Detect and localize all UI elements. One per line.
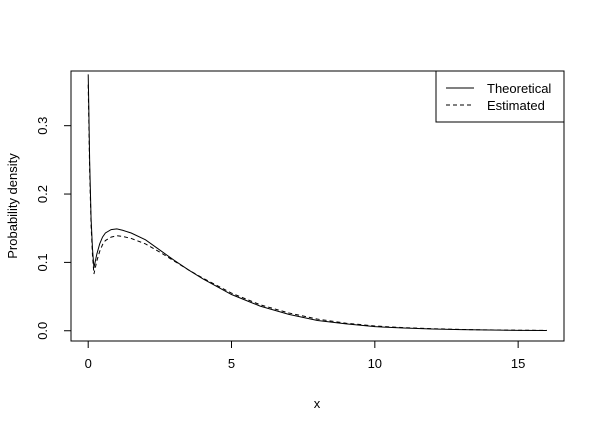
- x-tick-label: 10: [368, 356, 382, 371]
- x-axis-label: x: [314, 396, 321, 411]
- legend: Theoretical Estimated: [435, 70, 565, 123]
- series-layer: [87, 74, 547, 331]
- legend-box: [435, 70, 565, 123]
- y-tick-label: 0.2: [35, 185, 50, 203]
- legend-label: Estimated: [487, 98, 545, 113]
- series-line-estimated: [87, 84, 547, 331]
- x-tick-label: 5: [228, 356, 235, 371]
- y-tick-label: 0.3: [35, 117, 50, 135]
- x-tick-label: 0: [85, 356, 92, 371]
- legend-label: Theoretical: [487, 81, 551, 96]
- y-axis-label: Probability density: [5, 153, 20, 259]
- plot-frame: [70, 70, 565, 342]
- y-tick-label: 0.0: [35, 322, 50, 340]
- x-tick-label: 15: [511, 356, 525, 371]
- y-tick-label: 0.1: [35, 253, 50, 271]
